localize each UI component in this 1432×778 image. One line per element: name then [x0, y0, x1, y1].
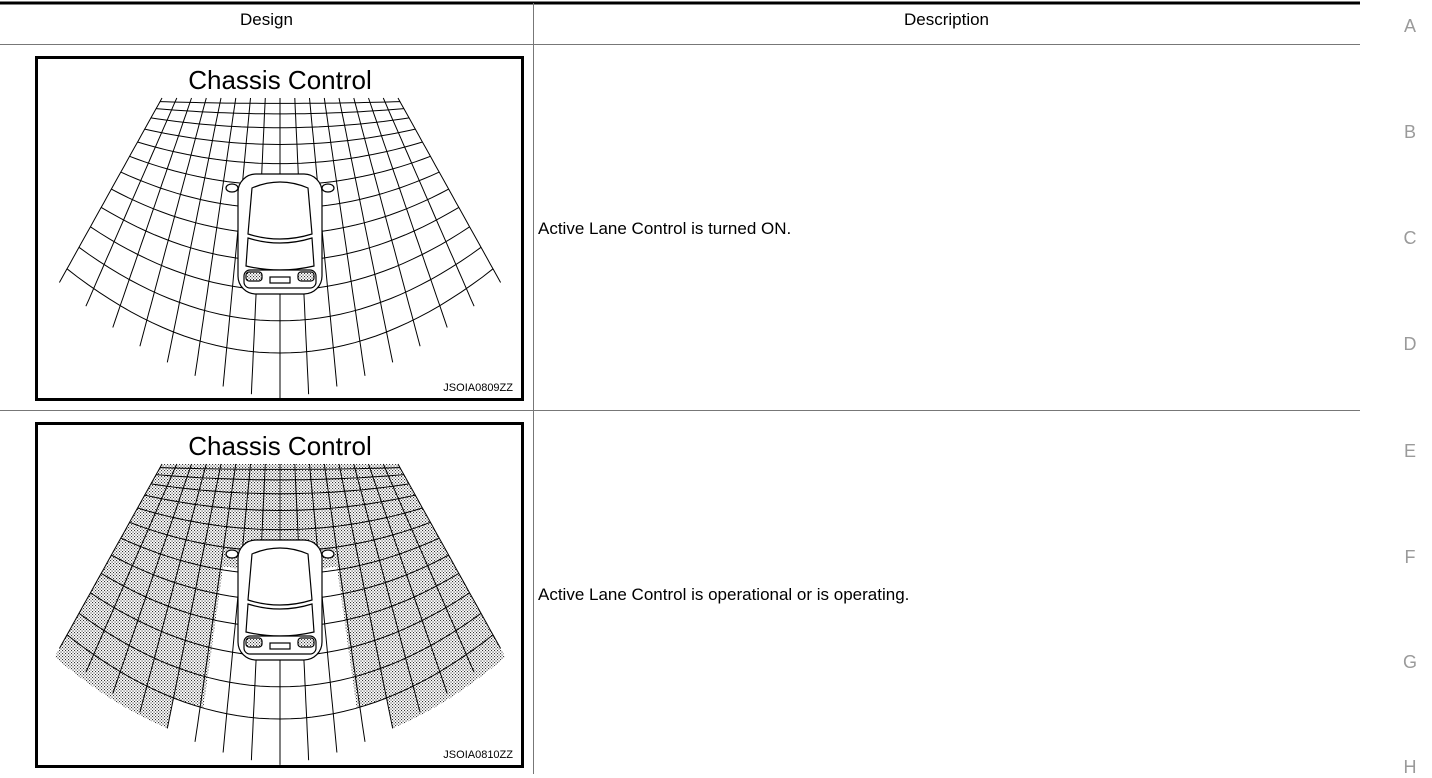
car-roof [247, 547, 313, 606]
tail-light [297, 271, 315, 282]
grid-line [150, 483, 410, 495]
illustration-title: Chassis Control [188, 431, 372, 461]
mirror [321, 183, 335, 193]
description: Active Lane Control is turned ON. [538, 219, 792, 238]
grid-line [137, 141, 423, 165]
margin-letter: H [1403, 757, 1417, 777]
grid-line [156, 474, 404, 481]
header-cell: Description [903, 10, 990, 29]
grid-line [194, 97, 237, 376]
grid-line [194, 463, 237, 742]
title-backing [155, 62, 405, 96]
illustration-title: Chassis Control [188, 65, 372, 95]
car [225, 173, 335, 295]
margin-letter: B [1403, 122, 1416, 142]
title-backing [155, 428, 405, 462]
illustration: Chassis Control JSOIA0809ZZ [35, 56, 524, 401]
grid-line [78, 246, 482, 322]
margin-letter: G [1402, 652, 1417, 672]
grid-line [139, 97, 207, 347]
illustration: Chassis Control JSOIA0810ZZ [35, 422, 524, 768]
grid-line [353, 463, 421, 713]
margin-letter: C [1403, 228, 1417, 248]
grid-line [166, 463, 222, 729]
tail-light [297, 637, 315, 648]
grid-line [156, 108, 404, 115]
mirror [225, 183, 239, 193]
shaded-area [54, 634, 174, 729]
figure-code: JSOIA0809ZZ [443, 382, 513, 394]
grid-line [159, 101, 401, 104]
grid-line [139, 463, 207, 713]
grid-line [137, 507, 423, 531]
mirror [225, 549, 239, 559]
shaded-area [386, 634, 506, 729]
grid-line [159, 467, 401, 470]
grid-line [144, 128, 416, 146]
grid-line [222, 97, 251, 387]
grid-line [66, 268, 494, 354]
tail-light [245, 637, 263, 648]
grid-line [144, 494, 416, 512]
car-roof [247, 181, 313, 240]
plate [269, 276, 291, 284]
mirror [321, 549, 335, 559]
grid-line [323, 463, 366, 742]
grid-line [309, 97, 338, 387]
grid-line [78, 612, 482, 688]
margin-letter: E [1403, 441, 1416, 461]
margin-letter: D [1403, 334, 1417, 354]
plate [269, 642, 291, 650]
grid-line [338, 463, 394, 729]
grid-line [309, 463, 338, 753]
figure-code: JSOIA0810ZZ [443, 749, 513, 761]
grid-line [150, 117, 410, 129]
description: Active Lane Control is operational or is… [538, 585, 910, 604]
grid-line [353, 97, 421, 347]
margin-letter: A [1403, 16, 1416, 36]
margin-letter: F [1404, 547, 1416, 567]
grid-line [166, 97, 222, 363]
car-window [245, 237, 315, 271]
grid-line [222, 463, 251, 753]
grid-line [323, 97, 366, 376]
car [225, 539, 335, 661]
tail-light [245, 271, 263, 282]
grid-line [66, 634, 494, 720]
car-window [245, 603, 315, 637]
grid-line [338, 97, 394, 363]
header-cell: Design [240, 10, 293, 29]
